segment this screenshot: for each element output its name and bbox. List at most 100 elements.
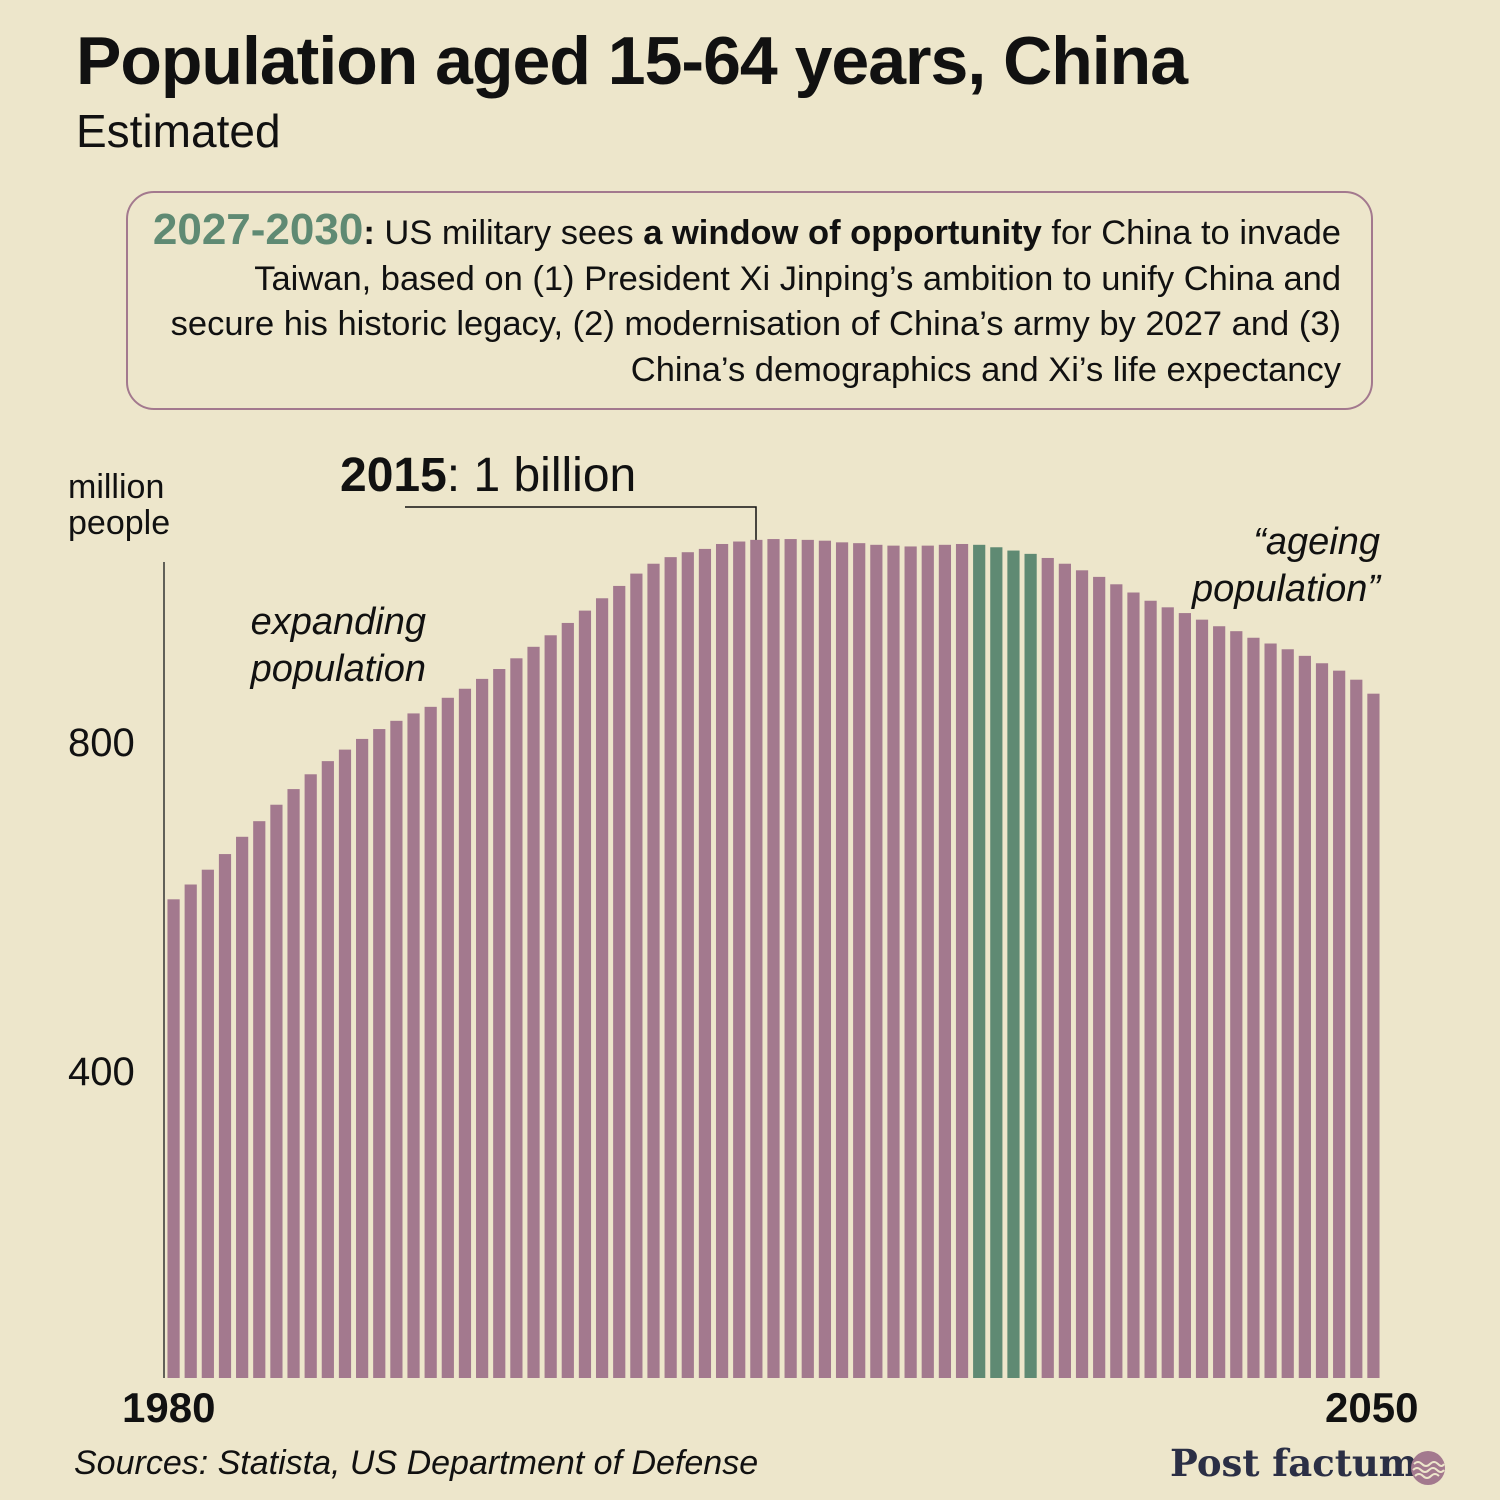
bar-2011 bbox=[698, 548, 712, 1378]
bar-2017 bbox=[801, 539, 814, 1378]
expanding-line1: expanding bbox=[250, 601, 426, 643]
chart-title: Population aged 15-64 years, China bbox=[76, 23, 1188, 99]
bar-1980 bbox=[167, 899, 180, 1378]
bar-2037 bbox=[1144, 600, 1157, 1378]
bar-2002 bbox=[544, 635, 557, 1378]
bar-2039 bbox=[1178, 613, 1191, 1378]
bar-2005 bbox=[595, 598, 609, 1378]
bar-2046 bbox=[1298, 655, 1311, 1378]
callout-box: 2027-2030: US military sees a window of … bbox=[126, 191, 1373, 410]
bar-2026 bbox=[955, 543, 969, 1378]
y-axis-unit-line2: people bbox=[68, 504, 171, 542]
bar-2015 bbox=[767, 539, 780, 1378]
bar-2038 bbox=[1161, 607, 1174, 1378]
peak-value: : 1 billion bbox=[446, 449, 637, 502]
bar-2048 bbox=[1333, 670, 1346, 1378]
bar-2036 bbox=[1127, 592, 1140, 1378]
bar-2013 bbox=[733, 541, 746, 1378]
bar-2020 bbox=[853, 543, 866, 1378]
bar-1981 bbox=[184, 884, 197, 1378]
bar-2043 bbox=[1247, 637, 1260, 1378]
bar-2032 bbox=[1058, 563, 1071, 1378]
bar-1985 bbox=[253, 821, 266, 1378]
ageing-line2: population” bbox=[1191, 568, 1380, 610]
bar-1994 bbox=[407, 713, 420, 1378]
bar-2023 bbox=[904, 546, 917, 1378]
bar-2021 bbox=[870, 544, 883, 1378]
bar-1983 bbox=[218, 854, 232, 1378]
bar-1988 bbox=[304, 774, 317, 1378]
bar-2025 bbox=[938, 544, 952, 1378]
bar-1989 bbox=[321, 761, 334, 1379]
bar-2008 bbox=[647, 563, 660, 1378]
bars-group bbox=[167, 539, 1380, 1379]
expanding-line2: population bbox=[250, 648, 426, 690]
bar-2009 bbox=[664, 557, 677, 1378]
bar-1998 bbox=[476, 678, 489, 1379]
bar-2012 bbox=[715, 543, 729, 1378]
y-tick-label: 800 bbox=[68, 721, 135, 765]
bar-highlight-2028 bbox=[990, 547, 1003, 1378]
x-tick-end: 2050 bbox=[1325, 1384, 1419, 1431]
bar-1999 bbox=[493, 669, 506, 1378]
bar-2018 bbox=[818, 540, 832, 1378]
bar-1997 bbox=[458, 688, 472, 1378]
chart-subtitle: Estimated bbox=[76, 105, 281, 157]
bar-1996 bbox=[441, 697, 454, 1378]
bar-2016 bbox=[784, 539, 797, 1378]
bar-1993 bbox=[390, 720, 403, 1378]
bar-2019 bbox=[835, 542, 849, 1378]
peak-annotation: 2015: 1 billion bbox=[340, 448, 636, 503]
bar-2031 bbox=[1041, 557, 1054, 1378]
wave-circle-icon bbox=[1411, 1451, 1445, 1485]
peak-year: 2015 bbox=[340, 449, 447, 502]
ageing-population-annotation: “ageing population” bbox=[1160, 519, 1380, 613]
bar-2035 bbox=[1110, 584, 1123, 1378]
bar-2041 bbox=[1213, 626, 1226, 1378]
bar-highlight-2029 bbox=[1007, 550, 1020, 1378]
bar-1987 bbox=[287, 789, 300, 1378]
bar-1984 bbox=[236, 836, 249, 1378]
bar-highlight-2030 bbox=[1024, 553, 1037, 1378]
bar-2040 bbox=[1195, 619, 1209, 1378]
y-axis-unit-label: million people bbox=[68, 469, 170, 541]
callout-years: 2027-2030 bbox=[152, 205, 364, 254]
brand-name: Post factum bbox=[1170, 1441, 1418, 1485]
bar-2000 bbox=[510, 658, 523, 1378]
peak-leader-line bbox=[405, 506, 757, 548]
x-tick-start: 1980 bbox=[122, 1384, 216, 1431]
bar-1992 bbox=[373, 729, 386, 1378]
bar-1982 bbox=[201, 869, 214, 1378]
y-axis-unit-line1: million bbox=[68, 468, 165, 506]
callout-bold-phrase: a window of opportunity bbox=[643, 214, 1042, 252]
callout-text-before: US military sees bbox=[374, 214, 644, 252]
bar-2014 bbox=[750, 539, 763, 1378]
bar-2004 bbox=[578, 610, 592, 1378]
sources-note: Sources: Statista, US Department of Defe… bbox=[74, 1444, 759, 1482]
bar-2045 bbox=[1281, 649, 1294, 1378]
ageing-line1: “ageing bbox=[1253, 521, 1380, 563]
bar-2034 bbox=[1093, 576, 1106, 1378]
bar-2007 bbox=[630, 573, 643, 1378]
expanding-population-annotation: expanding population bbox=[234, 599, 426, 693]
bar-2024 bbox=[921, 545, 934, 1378]
callout-text-after: for China to invade Taiwan, based on (1)… bbox=[170, 214, 1341, 389]
bar-2022 bbox=[887, 545, 900, 1378]
bar-1995 bbox=[424, 706, 437, 1378]
bar-highlight-2027 bbox=[973, 544, 986, 1378]
bar-2042 bbox=[1230, 631, 1243, 1378]
bar-2049 bbox=[1350, 679, 1363, 1378]
bar-2003 bbox=[561, 622, 574, 1378]
callout-colon: : bbox=[363, 214, 375, 252]
bar-2010 bbox=[681, 552, 694, 1378]
bar-2001 bbox=[527, 646, 540, 1378]
bar-2033 bbox=[1075, 570, 1089, 1378]
bar-1986 bbox=[270, 804, 283, 1378]
bar-1991 bbox=[356, 738, 369, 1378]
y-tick-label: 400 bbox=[68, 1050, 135, 1094]
bar-2044 bbox=[1264, 643, 1277, 1378]
bar-1990 bbox=[338, 749, 352, 1378]
bar-2006 bbox=[613, 585, 626, 1378]
bar-2047 bbox=[1315, 663, 1329, 1378]
